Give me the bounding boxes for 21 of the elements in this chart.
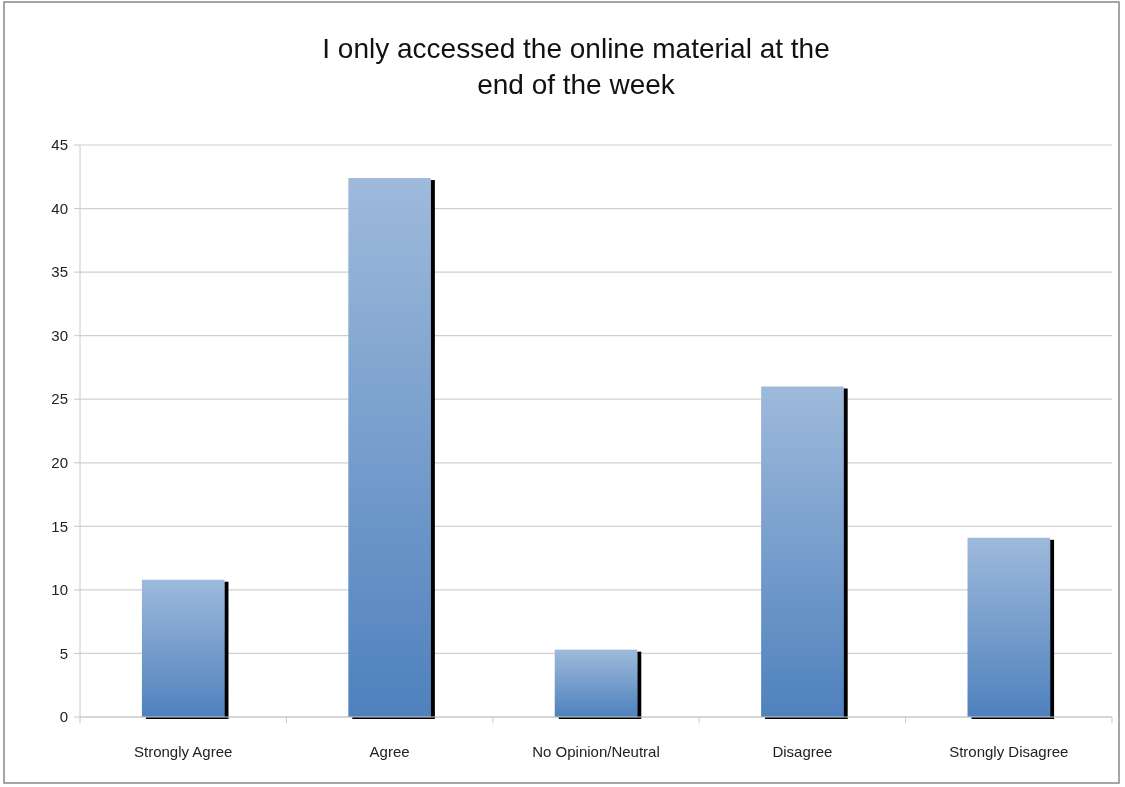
y-tick-label: 0 (59, 708, 68, 726)
y-tick-label: 5 (59, 644, 68, 662)
bar (348, 178, 431, 717)
x-tick-label: Agree (369, 743, 410, 760)
x-tick-label: Strongly Disagree (949, 743, 1069, 760)
chart-title: I only accessed the online material at the end of the week (322, 33, 830, 100)
y-tick-label: 20 (51, 454, 68, 472)
bar (967, 537, 1051, 717)
y-tick-label: 35 (51, 263, 68, 281)
y-tick-label: 15 (51, 517, 68, 535)
y-tick-label: 25 (51, 390, 68, 408)
y-tick-label: 45 (51, 136, 68, 154)
x-tick-label: No Opinion/Neutral (532, 743, 660, 760)
x-tick-label: Strongly Agree (134, 743, 233, 760)
bar (554, 649, 638, 717)
bar (761, 386, 844, 717)
y-tick-label: 30 (51, 326, 68, 344)
bar (141, 579, 225, 717)
y-tick-label: 40 (51, 199, 68, 217)
y-tick-label: 10 (51, 581, 68, 599)
x-tick-label: Disagree (772, 743, 833, 760)
